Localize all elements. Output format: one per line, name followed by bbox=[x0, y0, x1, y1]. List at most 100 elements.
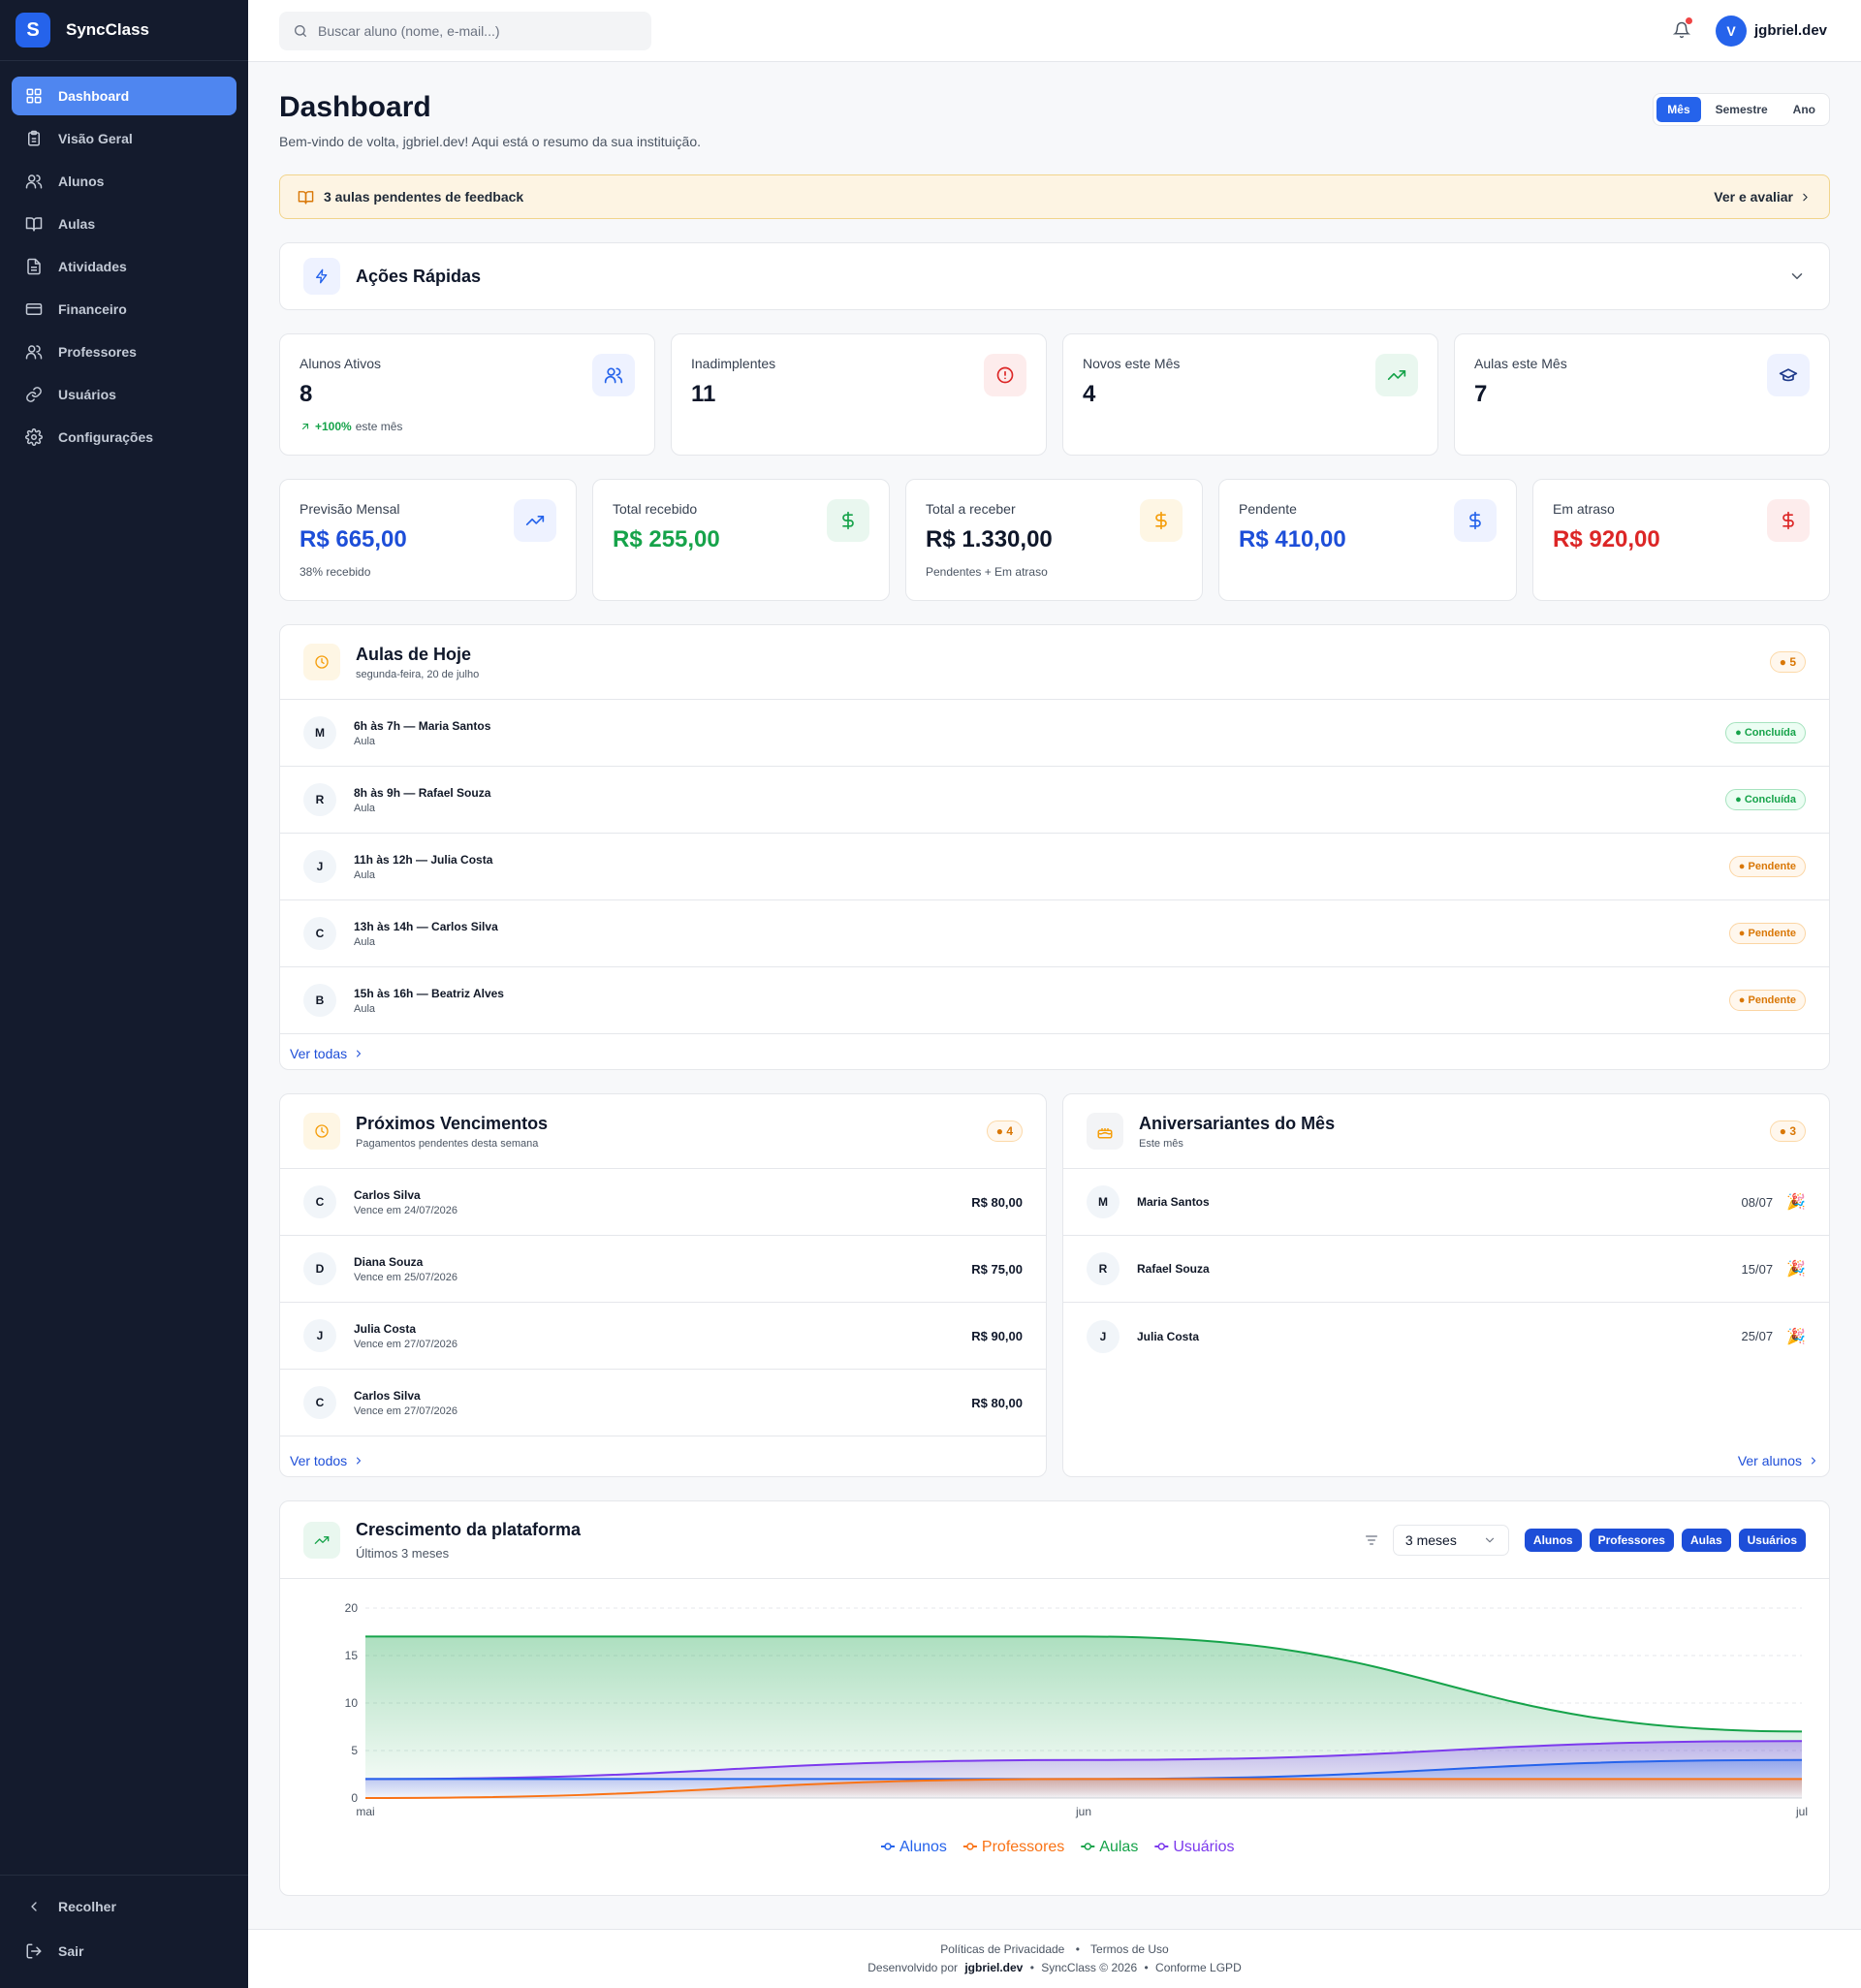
stat-card-defaulters: Inadimplentes 11 bbox=[671, 333, 1047, 456]
class-row[interactable]: J 11h às 12h — Julia Costa Aula ● Pendent… bbox=[280, 834, 1829, 900]
class-title: 13h às 14h — Carlos Silva bbox=[354, 919, 498, 933]
search-input[interactable] bbox=[318, 23, 638, 39]
avatar[interactable]: V bbox=[1716, 16, 1747, 47]
finance-card-forecast: Previsão Mensal R$ 665,00 38% recebido bbox=[279, 479, 577, 601]
class-title: 8h às 9h — Rafael Souza bbox=[354, 785, 491, 800]
sidebar-item-atividades[interactable]: Atividades bbox=[12, 247, 237, 286]
book-icon bbox=[24, 214, 44, 234]
payment-row[interactable]: C Carlos Silva Vence em 24/07/2026 R$ 80,… bbox=[280, 1169, 1046, 1236]
finance-label: Total recebido bbox=[613, 501, 698, 517]
dev-name[interactable]: jgbriel.dev bbox=[964, 1961, 1024, 1974]
sidebar-item-dashboard[interactable]: Dashboard bbox=[12, 77, 237, 115]
range-select[interactable]: 3 meses bbox=[1392, 1524, 1509, 1556]
see-students-link[interactable]: Ver alunos bbox=[1738, 1453, 1819, 1468]
sidebar: S SyncClass Dashboard Visão Geral Alunos… bbox=[0, 0, 248, 1988]
logout-button[interactable]: Sair bbox=[12, 1932, 237, 1971]
birthday-date-group: 08/07 🎉 bbox=[1742, 1192, 1806, 1212]
series-line-aulas bbox=[365, 1635, 1803, 1733]
class-row[interactable]: R 8h às 9h — Rafael Souza Aula ● Concluíd… bbox=[280, 767, 1829, 834]
due-date: Vence em 27/07/2026 bbox=[354, 1338, 458, 1350]
clipboard-icon bbox=[24, 129, 44, 148]
y-tick-label: 15 bbox=[345, 1649, 359, 1662]
class-title: 6h às 7h — Maria Santos bbox=[354, 718, 491, 733]
sidebar-item-label: Financeiro bbox=[58, 301, 127, 317]
growth-subtitle: Últimos 3 meses bbox=[356, 1545, 450, 1561]
filter-toggle-aulas[interactable]: Aulas bbox=[1681, 1528, 1731, 1552]
collapse-button[interactable]: Recolher bbox=[12, 1887, 237, 1926]
filter-toggle-usuarios[interactable]: Usuários bbox=[1738, 1528, 1806, 1552]
see-all-payments-link[interactable]: Ver todos bbox=[290, 1453, 364, 1468]
count-badge: ● 4 bbox=[986, 1120, 1023, 1142]
y-tick-label: 0 bbox=[351, 1791, 358, 1805]
payment-amount: R$ 90,00 bbox=[971, 1328, 1023, 1343]
chevron-right-icon bbox=[353, 1455, 364, 1467]
sidebar-item-professores[interactable]: Professores bbox=[12, 332, 237, 371]
sidebar-item-aulas[interactable]: Aulas bbox=[12, 205, 237, 243]
growth-chart: 0 5 10 15 20 mai jun jul Alunos Professores Aulas U… bbox=[345, 1601, 1808, 1855]
avatar-initial: C bbox=[303, 917, 336, 950]
logout-icon bbox=[24, 1941, 44, 1961]
see-all-classes-link[interactable]: Ver todas bbox=[290, 1046, 364, 1061]
finance-card-to-receive: Total a receber R$ 1.330,00 Pendentes + … bbox=[905, 479, 1203, 601]
growth-panel: Crescimento da plataforma Últimos 3 mese… bbox=[279, 1500, 1830, 1896]
filter-icon[interactable] bbox=[1364, 1532, 1379, 1548]
period-semester-button[interactable]: Semestre bbox=[1715, 103, 1768, 116]
payment-row[interactable]: D Diana Souza Vence em 25/07/2026 R$ 75,0… bbox=[280, 1236, 1046, 1303]
search-box[interactable] bbox=[279, 12, 651, 50]
count-badge-value: 3 bbox=[1789, 1124, 1796, 1138]
stat-card-active-students: Alunos Ativos 8 +100% este mês bbox=[279, 333, 655, 456]
finance-label: Em atraso bbox=[1553, 501, 1615, 517]
status-label: Concluída bbox=[1744, 727, 1796, 739]
filter-toggle-professores[interactable]: Professores bbox=[1589, 1528, 1674, 1552]
sidebar-item-label: Configurações bbox=[58, 429, 154, 445]
alert-circle-icon bbox=[984, 354, 1026, 396]
grid-icon bbox=[24, 86, 44, 106]
class-row[interactable]: C 13h às 14h — Carlos Silva Aula ● Penden… bbox=[280, 900, 1829, 967]
finance-card-overdue: Em atraso R$ 920,00 bbox=[1532, 479, 1830, 601]
chevron-down-icon[interactable] bbox=[1788, 268, 1806, 285]
birthday-row[interactable]: M Maria Santos 08/07 🎉 bbox=[1063, 1169, 1829, 1236]
file-icon bbox=[24, 257, 44, 276]
payment-row[interactable]: C Carlos Silva Vence em 27/07/2026 R$ 80,… bbox=[280, 1370, 1046, 1436]
privacy-link[interactable]: Políticas de Privacidade bbox=[940, 1942, 1065, 1956]
banner-review-link[interactable]: Ver e avaliar bbox=[1714, 189, 1812, 205]
lgpd-text: Conforme LGPD bbox=[1155, 1961, 1242, 1974]
sidebar-nav: Dashboard Visão Geral Alunos Aulas Ativi… bbox=[0, 61, 248, 457]
birthday-row[interactable]: J Julia Costa 25/07 🎉 bbox=[1063, 1303, 1829, 1370]
status-badge: ● Pendente bbox=[1728, 856, 1806, 877]
class-row[interactable]: B 15h às 16h — Beatriz Alves Aula ● Pende… bbox=[280, 967, 1829, 1034]
upcoming-due-title: Próximos Vencimentos bbox=[356, 1113, 549, 1133]
x-tick-label: jun bbox=[1075, 1805, 1091, 1818]
terms-link[interactable]: Termos de Uso bbox=[1090, 1942, 1169, 1956]
sidebar-item-visao-geral[interactable]: Visão Geral bbox=[12, 119, 237, 158]
filter-toggle-alunos[interactable]: Alunos bbox=[1524, 1528, 1582, 1552]
avatar-initial: D bbox=[303, 1252, 336, 1285]
username[interactable]: jgbriel.dev bbox=[1754, 22, 1828, 39]
y-tick-label: 10 bbox=[345, 1696, 359, 1710]
dollar-icon bbox=[1140, 499, 1183, 542]
payment-row[interactable]: J Julia Costa Vence em 27/07/2026 R$ 90,0… bbox=[280, 1303, 1046, 1370]
due-date: Vence em 24/07/2026 bbox=[354, 1204, 458, 1216]
legend-marker-alunos bbox=[884, 1843, 892, 1850]
sidebar-item-financeiro[interactable]: Financeiro bbox=[12, 290, 237, 329]
payment-amount: R$ 75,00 bbox=[971, 1261, 1023, 1277]
avatar-initial: C bbox=[303, 1386, 336, 1419]
avatar-initial: M bbox=[303, 716, 336, 749]
gear-icon bbox=[24, 427, 44, 447]
payer-name: Carlos Silva bbox=[354, 1388, 421, 1403]
graduation-cap-icon bbox=[1767, 354, 1810, 396]
page-subtitle: Bem-vindo de volta, jgbriel.dev! Aqui es… bbox=[279, 134, 702, 149]
sidebar-item-alunos[interactable]: Alunos bbox=[12, 162, 237, 201]
birthday-row[interactable]: R Rafael Souza 15/07 🎉 bbox=[1063, 1236, 1829, 1303]
period-year-button[interactable]: Ano bbox=[1792, 103, 1815, 116]
cake-icon bbox=[1087, 1113, 1123, 1150]
class-row[interactable]: M 6h às 7h — Maria Santos Aula ● Concluíd… bbox=[280, 700, 1829, 767]
quick-actions-panel[interactable]: Ações Rápidas bbox=[279, 242, 1830, 310]
sidebar-item-usuarios[interactable]: Usuários bbox=[12, 375, 237, 414]
upcoming-due-subtitle: Pagamentos pendentes desta semana bbox=[356, 1137, 539, 1150]
notifications-button[interactable] bbox=[1671, 17, 1692, 41]
sidebar-item-configuracoes[interactable]: Configurações bbox=[12, 418, 237, 457]
period-month-button[interactable]: Mês bbox=[1656, 97, 1701, 122]
brand[interactable]: S SyncClass bbox=[0, 0, 248, 61]
due-date: Vence em 27/07/2026 bbox=[354, 1404, 458, 1417]
